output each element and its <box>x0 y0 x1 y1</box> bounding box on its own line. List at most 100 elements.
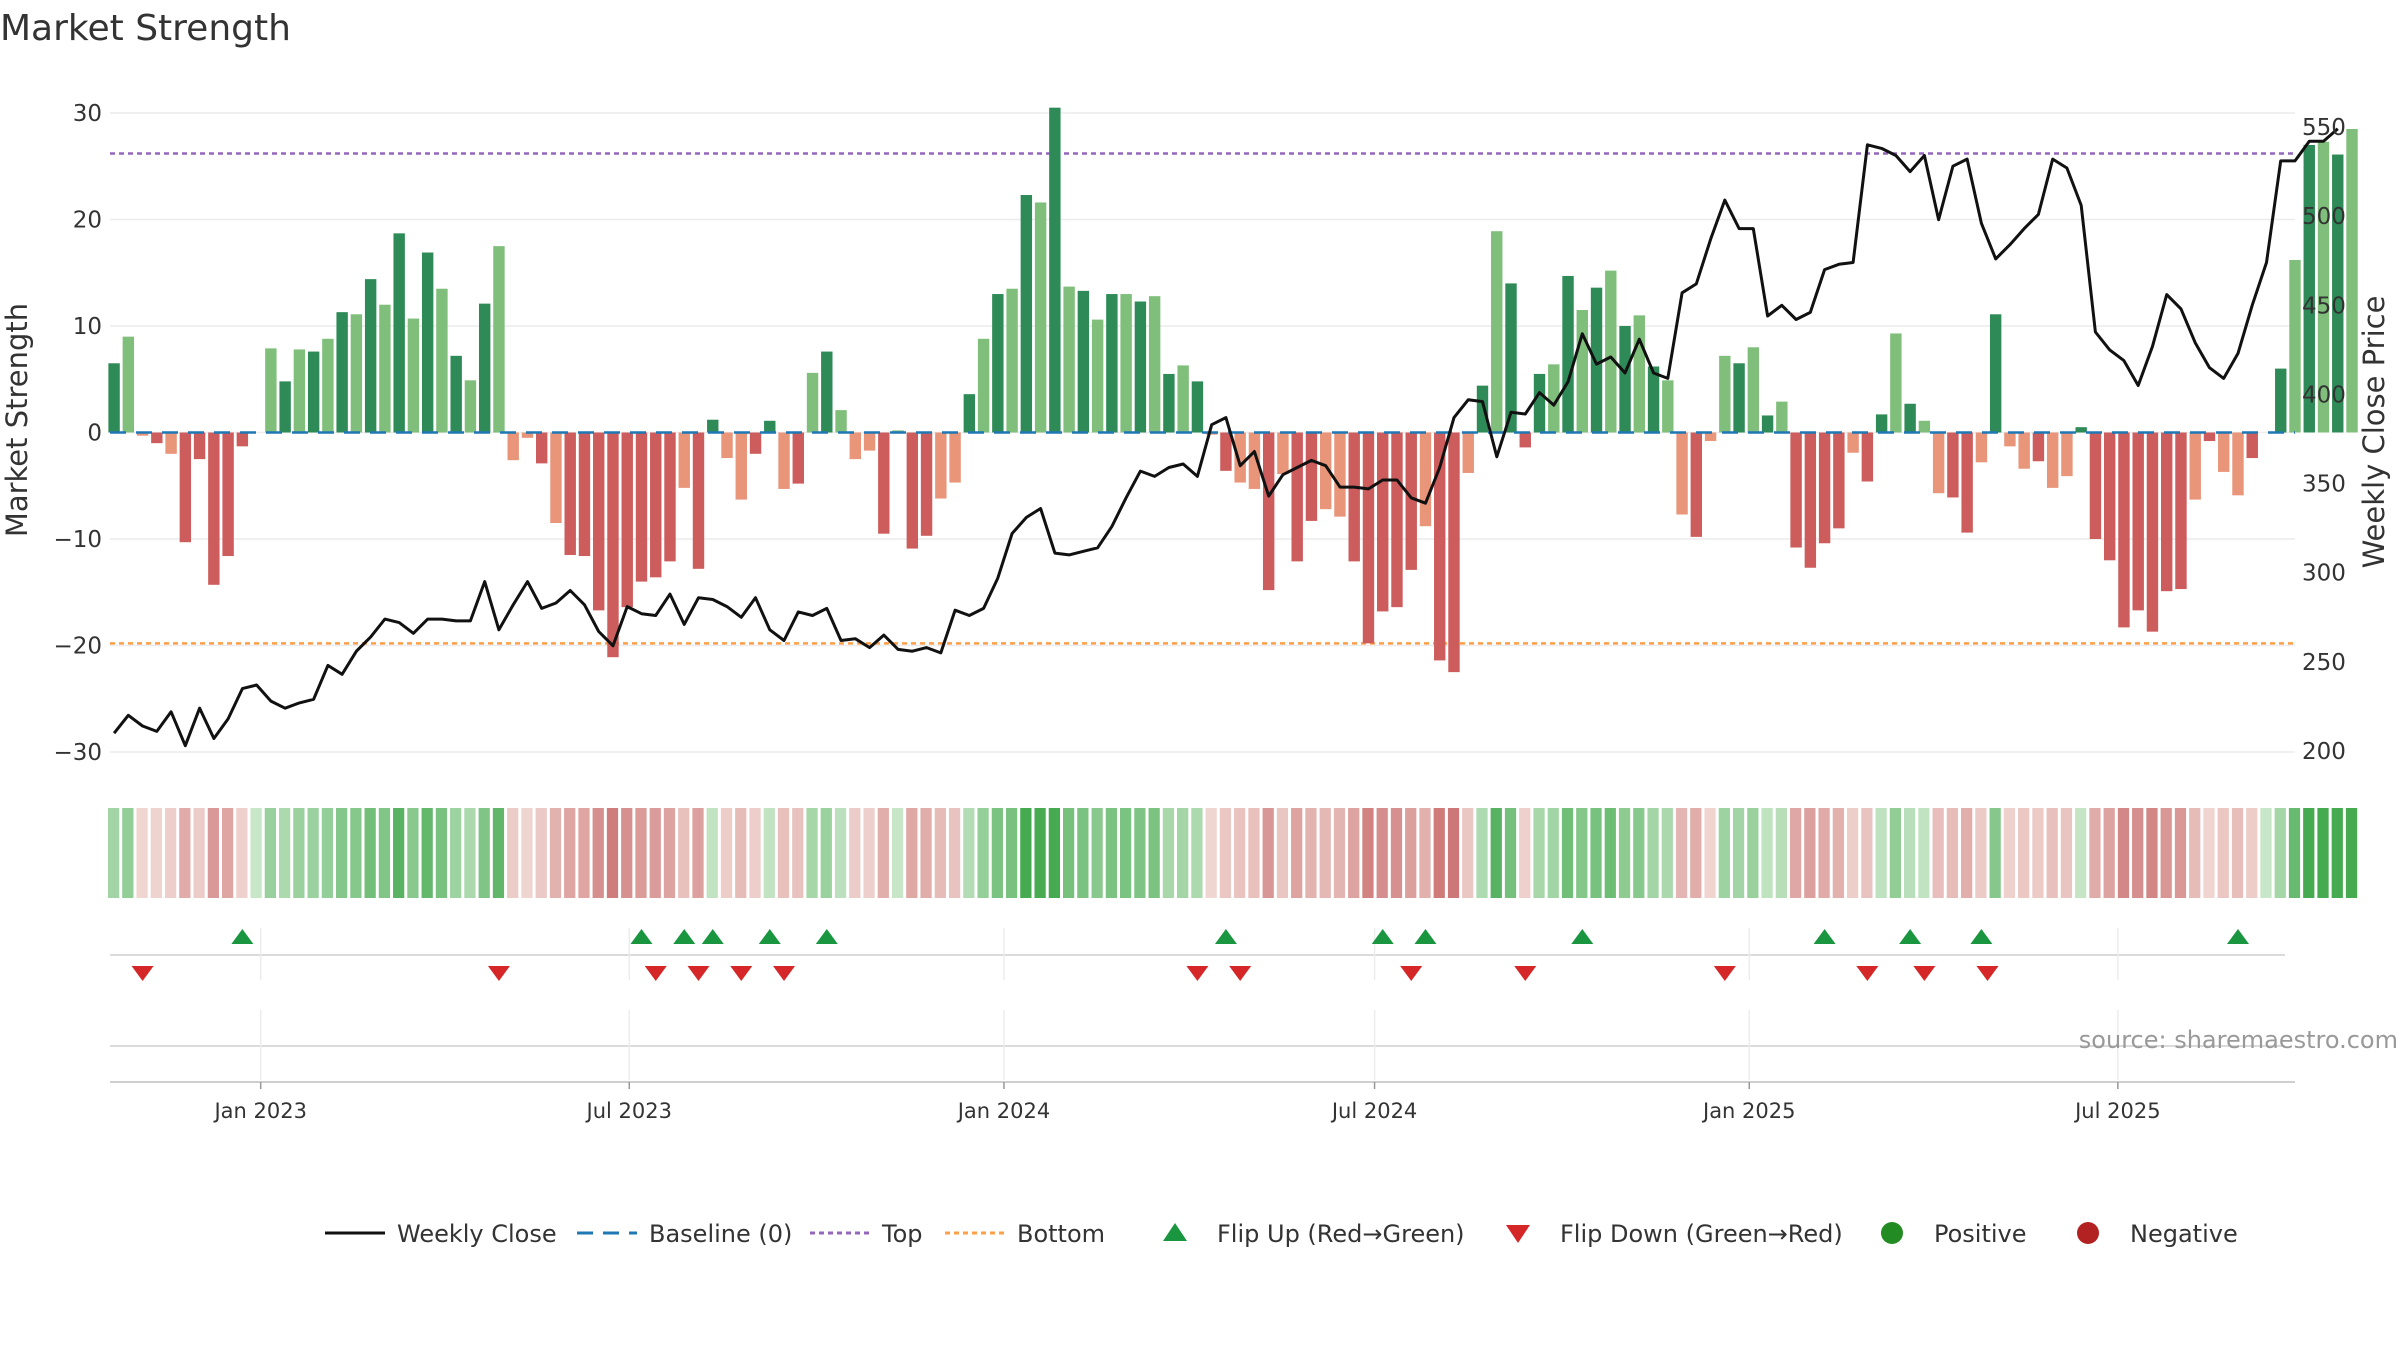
left-axis-label: Market Strength <box>0 303 34 537</box>
heat-cell <box>1576 808 1588 898</box>
heat-cell <box>1020 808 1032 898</box>
flip-up-marker <box>673 929 696 944</box>
strength-bar <box>1605 270 1617 433</box>
strength-bar <box>151 432 163 444</box>
flip-markers-panel <box>110 928 2285 981</box>
heat-cell <box>834 808 847 898</box>
flip-up-marker <box>1414 929 1437 944</box>
heat-cell <box>1191 808 1203 898</box>
strength-bar <box>136 432 149 436</box>
heat-cell <box>2032 808 2044 898</box>
heat-cell <box>963 808 975 898</box>
heat-cell <box>564 808 576 898</box>
right-tick-label: 250 <box>2302 650 2346 676</box>
heat-cell <box>1134 808 1146 898</box>
heat-cell <box>1804 808 1816 898</box>
strength-bar <box>1790 432 1802 548</box>
strength-bar <box>749 432 762 454</box>
heat-cell <box>264 808 276 898</box>
heat-cell <box>1889 808 1902 898</box>
flip-down-marker <box>730 966 753 981</box>
strength-bar <box>1818 432 1831 544</box>
legend-label: Positive <box>1934 1220 2027 1248</box>
legend-label: Top <box>881 1220 923 1248</box>
strength-bar <box>507 432 519 461</box>
right-tick-label: 550 <box>2302 115 2346 141</box>
right-tick-label: 450 <box>2302 293 2346 319</box>
left-tick-label: 0 <box>87 421 102 447</box>
strength-bar <box>1576 310 1588 433</box>
strength-bar <box>664 432 676 562</box>
right-tick-label: 500 <box>2302 204 2346 230</box>
heat-cell <box>1547 808 1559 898</box>
strength-bar <box>1875 414 1888 433</box>
heat-cell <box>2317 808 2329 898</box>
heat-cell <box>164 808 177 898</box>
heat-cell <box>1618 808 1631 898</box>
heat-cell <box>1177 808 1189 898</box>
strength-bar <box>293 349 306 433</box>
strength-bar <box>1091 319 1104 433</box>
heat-cell <box>2288 808 2301 898</box>
heat-cell <box>849 808 861 898</box>
heat-cell <box>1433 808 1445 898</box>
x-tick-label: Jul 2023 <box>585 1099 672 1123</box>
strength-bar <box>2303 144 2315 433</box>
heat-cell <box>535 808 547 898</box>
heat-cell <box>1462 808 1474 898</box>
heat-cell <box>1162 808 1175 898</box>
strength-bar <box>1890 333 1902 433</box>
heat-cell <box>1633 808 1645 898</box>
strength-bar <box>1419 432 1432 527</box>
heat-cell <box>2331 808 2343 898</box>
strength-bar <box>2089 432 2102 539</box>
strength-bar <box>2203 432 2216 442</box>
strength-bar <box>2103 432 2116 561</box>
legend-label: Flip Down (Green→Red) <box>1560 1220 1843 1248</box>
heat-cell <box>1291 808 1303 898</box>
strength-bar <box>607 432 619 658</box>
heat-cell <box>606 808 619 898</box>
flip-down-marker <box>773 966 796 981</box>
strength-bar <box>1619 326 1631 433</box>
heat-cell <box>2103 808 2115 898</box>
strength-bar <box>1077 290 1090 433</box>
heat-cell <box>293 808 305 898</box>
strength-bar <box>193 432 206 460</box>
legend-item: Flip Down (Green→Red) <box>1506 1220 1843 1248</box>
heat-cell <box>678 808 690 898</box>
heat-cell <box>1789 808 1802 898</box>
strength-bar <box>935 432 947 499</box>
heat-cell <box>1476 808 1488 898</box>
strength-bar <box>478 303 491 433</box>
strength-bar <box>1747 347 1760 433</box>
strength-bar <box>1932 432 1945 494</box>
heat-cell <box>321 808 334 898</box>
heat-cell <box>1918 808 1930 898</box>
flip-down-marker <box>1186 966 1209 981</box>
strength-bar <box>578 432 591 557</box>
strength-bar <box>2004 432 2016 447</box>
strength-bar <box>564 432 576 555</box>
heat-cell <box>492 808 505 898</box>
heat-cell <box>2260 808 2272 898</box>
strength-bar <box>1733 363 1745 433</box>
legend-item: Weekly Close <box>325 1220 557 1248</box>
strength-bar <box>1647 366 1660 433</box>
heat-cell <box>1675 808 1688 898</box>
heat-cell <box>1490 808 1502 898</box>
heat-cell <box>1348 808 1360 898</box>
strength-bar <box>222 432 234 557</box>
heat-cell <box>350 808 362 898</box>
heat-cell <box>2274 808 2286 898</box>
close-price-path <box>112 127 2339 748</box>
strength-bar <box>1918 420 1931 433</box>
heat-cell <box>2003 808 2016 898</box>
heat-cell <box>2345 808 2358 898</box>
strength-bar <box>2189 432 2201 500</box>
source-note: source: sharemaestro.com <box>2079 1026 2398 1054</box>
flip-up-marker <box>758 929 781 944</box>
heat-cell <box>1276 808 1289 898</box>
heat-cell <box>1647 808 1659 898</box>
heat-cell <box>1333 808 1346 898</box>
